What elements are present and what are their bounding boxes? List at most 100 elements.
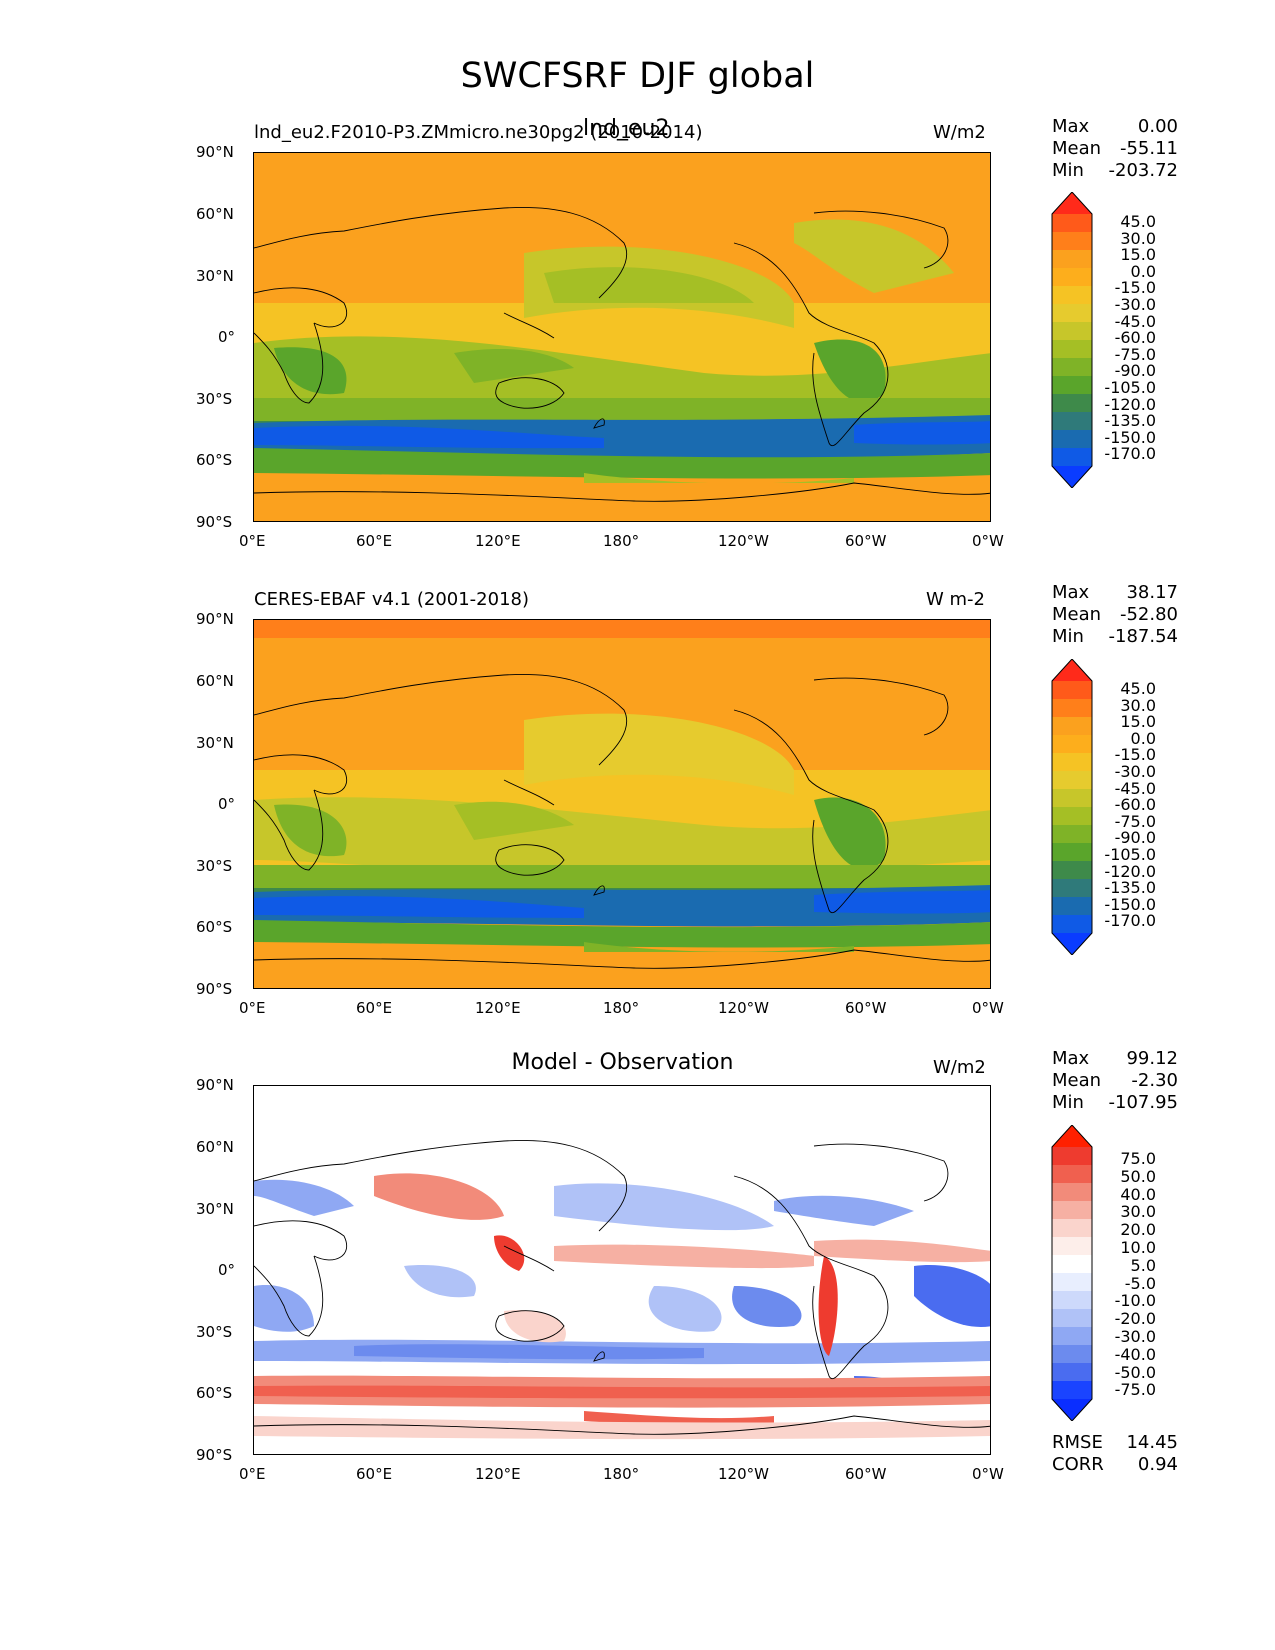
panel-2-ytick: 60°N xyxy=(196,672,234,690)
cb-label: -170.0 xyxy=(1104,911,1156,931)
colorbar-segment xyxy=(1052,879,1092,898)
panel-2-min-label: Min xyxy=(1052,626,1084,647)
colorbar-segment xyxy=(1052,1273,1092,1292)
colorbar-segment xyxy=(1052,789,1092,808)
cb-label: 20.0 xyxy=(1120,1220,1156,1240)
colorbar-extend-bottom xyxy=(1052,1399,1092,1421)
cb-label: 50.0 xyxy=(1120,1166,1156,1186)
panel-2-mean-label: Mean xyxy=(1052,604,1102,625)
colorbar-segment xyxy=(1052,1309,1092,1328)
panel-1-mean-label: Mean xyxy=(1052,138,1102,159)
panel-1-center-title: lnd_eu2 xyxy=(583,116,670,141)
colorbar-segment xyxy=(1052,1183,1092,1202)
panel-1-ytick: 90°S xyxy=(196,513,233,531)
cb-label: -60.0 xyxy=(1114,328,1156,348)
colorbar-segment xyxy=(1052,1165,1092,1184)
colorbar-segment xyxy=(1052,448,1092,467)
panel-3-units: W/m2 xyxy=(933,1057,986,1078)
colorbar-segment xyxy=(1052,1291,1092,1310)
cb-label: 75.0 xyxy=(1120,1149,1156,1168)
panel-1-min-value: -203.72 xyxy=(1108,160,1178,181)
panel-2-max-label: Max xyxy=(1052,582,1090,603)
colorbar-segment xyxy=(1052,394,1092,413)
panel-3-max-value: 99.12 xyxy=(1126,1048,1178,1069)
panel-1-colorbar-labels: 45.0 30.0 15.0 0.0 -15.0 -30.0 -45.0 -60… xyxy=(1096,213,1156,463)
panel-1-ytick: 30°S xyxy=(196,390,233,408)
colorbar-segment xyxy=(1052,735,1092,754)
colorbar-segment xyxy=(1052,681,1092,700)
cb-label: 40.0 xyxy=(1120,1184,1156,1204)
panel-2-ytick: 60°S xyxy=(196,918,233,936)
panel-1-map xyxy=(253,152,991,522)
colorbar-segment xyxy=(1052,1327,1092,1346)
colorbar-segments xyxy=(1051,659,1093,955)
panel-3-xtick: 180° xyxy=(603,1465,640,1483)
cb-label: 15.0 xyxy=(1120,712,1156,732)
panel-3-mean-value: -2.30 xyxy=(1131,1070,1178,1091)
corr-value: 0.94 xyxy=(1137,1454,1178,1475)
colorbar-segment xyxy=(1052,825,1092,844)
colorbar-segment xyxy=(1052,1381,1092,1400)
colorbar-segment xyxy=(1052,1219,1092,1238)
colorbar-segment xyxy=(1052,1237,1092,1256)
cb-label: -45.0 xyxy=(1114,311,1156,331)
panel-1-left-title: lnd_eu2.F2010-P3.ZMmicro.ne30pg2 (2010-2… xyxy=(254,122,703,143)
panel-1-min-label: Min xyxy=(1052,160,1084,181)
panel-1-ytick: 60°S xyxy=(196,451,233,469)
cb-label: -40.0 xyxy=(1114,1344,1156,1364)
panel-1-xtick: 120°E xyxy=(475,532,521,550)
colorbar-segment xyxy=(1052,861,1092,880)
cb-label: 15.0 xyxy=(1120,245,1156,265)
panel-2-xtick: 180° xyxy=(603,999,640,1017)
panel-2-min-value: -187.54 xyxy=(1108,626,1178,647)
figure-title: SWCFSRF DJF global xyxy=(460,56,815,96)
cb-label: -5.0 xyxy=(1124,1273,1156,1293)
colorbar-segment xyxy=(1052,1363,1092,1382)
panel-3-xtick: 0°W xyxy=(972,1465,1004,1483)
panel-3-mean-label: Mean xyxy=(1052,1070,1102,1091)
cb-label: -60.0 xyxy=(1114,795,1156,815)
panel-1-max-label: Max xyxy=(1052,116,1090,137)
cb-label: 5.0 xyxy=(1130,1255,1156,1275)
panel-2-xtick: 0°W xyxy=(972,999,1004,1017)
colorbar-extend-top xyxy=(1052,192,1092,214)
panel-3-xtick: 120°E xyxy=(475,1465,521,1483)
colorbar-segments xyxy=(1051,192,1093,488)
panel-2-ytick: 90°N xyxy=(196,610,234,628)
panel-3-center-title: Model - Observation xyxy=(511,1050,734,1075)
panel-1-xtick: 60°W xyxy=(845,532,887,550)
panel-2-units: W m-2 xyxy=(926,589,986,610)
panel-1-ytick: 60°N xyxy=(196,205,234,223)
cb-label: -120.0 xyxy=(1104,394,1156,414)
panel-3-max-label: Max xyxy=(1052,1048,1090,1069)
panel-2-max-value: 38.17 xyxy=(1126,582,1178,603)
colorbar-segment xyxy=(1052,358,1092,377)
cb-label: 10.0 xyxy=(1120,1237,1156,1257)
colorbar-segment xyxy=(1052,412,1092,431)
panel-3-ytick: 60°S xyxy=(196,1384,233,1402)
colorbar-segment xyxy=(1052,430,1092,449)
colorbar-segments xyxy=(1051,1125,1093,1421)
cb-label: -15.0 xyxy=(1114,745,1156,765)
cb-label: -150.0 xyxy=(1104,894,1156,914)
cb-label: -105.0 xyxy=(1104,377,1156,397)
colorbar-segment xyxy=(1052,843,1092,862)
colorbar-segment xyxy=(1052,1345,1092,1364)
panel-3-min-label: Min xyxy=(1052,1092,1084,1113)
panel-1-ytick: 90°N xyxy=(196,143,234,161)
panel-2-xtick: 120°W xyxy=(718,999,769,1017)
panel-3-xtick: 60°E xyxy=(356,1465,393,1483)
colorbar-outline xyxy=(1051,192,1093,488)
panel-2-colorbar-labels: 45.0 30.0 15.0 0.0 -15.0 -30.0 -45.0 -60… xyxy=(1096,680,1156,931)
panel-3-map xyxy=(253,1085,991,1455)
colorbar-segment xyxy=(1052,304,1092,323)
colorbar-segment xyxy=(1052,1255,1092,1274)
colorbar-segment xyxy=(1052,717,1092,736)
cb-label: -30.0 xyxy=(1114,1326,1156,1346)
colorbar-segment xyxy=(1052,897,1092,916)
colorbar-extend-top xyxy=(1052,659,1092,681)
panel-2-mean-value: -52.80 xyxy=(1119,604,1178,625)
panel-2-ytick: 0° xyxy=(218,795,236,813)
colorbar-segment xyxy=(1052,1201,1092,1220)
cb-label: -45.0 xyxy=(1114,778,1156,798)
